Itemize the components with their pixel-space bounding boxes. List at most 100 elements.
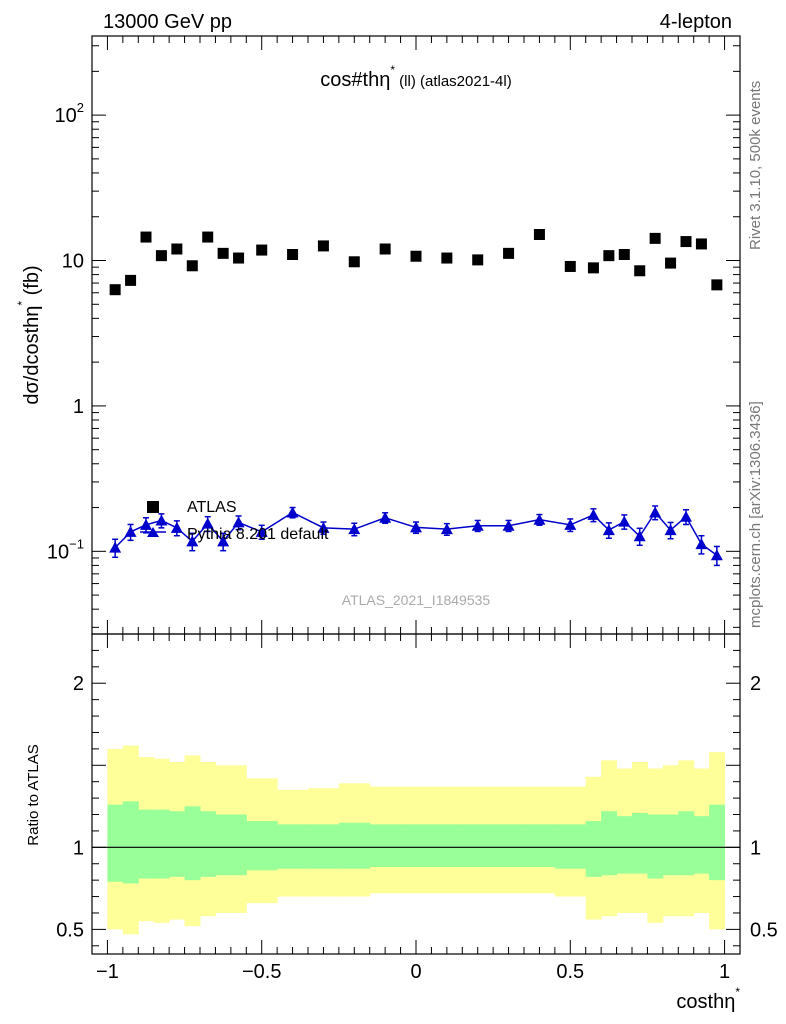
legend: ATLAS Pythia 8.201 default <box>140 499 329 543</box>
ratio-band-statistical <box>601 811 618 876</box>
atlas-data-point <box>680 236 692 248</box>
pythia-data-point <box>124 525 137 537</box>
legend-pythia-label: Pythia 8.201 default <box>187 526 329 543</box>
pythia-data-point <box>410 521 422 533</box>
pythia-data-point <box>201 517 214 529</box>
atlas-data-point <box>603 250 615 262</box>
ratio-band-statistical <box>554 824 587 869</box>
pythia-data-point <box>502 519 515 531</box>
ratio-bands <box>107 745 726 935</box>
atlas-data-point <box>410 250 422 262</box>
pythia-data-point <box>317 521 330 533</box>
pythia-data-point <box>633 530 646 542</box>
ratio-y-tick-label-right: 0.5 <box>750 919 778 941</box>
ratio-panel: 2 2 1 1 0.5 0.5 −1 −0.5 0 0.5 1 Ratio to ATLAS co… <box>25 633 778 1013</box>
pythia-data-point <box>533 513 546 525</box>
ratio-y-tick-label-left: 1 <box>73 837 84 859</box>
ratio-band-statistical <box>308 824 340 869</box>
atlas-data-point <box>287 248 299 260</box>
ratio-ticks <box>92 633 740 954</box>
atlas-data-point <box>634 265 646 277</box>
main-y-tick-label: 10−1 <box>47 536 84 563</box>
pythia-data-point <box>587 508 600 520</box>
x-tick-label: −0.5 <box>242 961 281 983</box>
rivet-version-label: Rivet 3.1.10, 500k events <box>747 81 764 250</box>
legend-pythia-marker <box>147 527 159 537</box>
ratio-y-axis-label: Ratio to ATLAS <box>25 744 42 845</box>
ratio-band-statistical <box>230 814 247 876</box>
ratio-band-statistical <box>647 814 664 879</box>
analysis-watermark: ATLAS_2021_I1849535 <box>342 592 491 608</box>
atlas-data-point <box>472 254 484 266</box>
legend-atlas-marker <box>147 501 159 513</box>
ratio-band-statistical <box>169 811 186 877</box>
x-tick-label: −1 <box>96 961 119 983</box>
atlas-data-point <box>317 240 329 252</box>
x-tick-label: 1 <box>719 961 730 983</box>
atlas-data-point <box>202 231 214 243</box>
atlas-data-point <box>618 248 630 260</box>
legend-atlas-label: ATLAS <box>187 499 237 516</box>
atlas-data-point <box>711 279 723 291</box>
main-ticks <box>92 36 740 634</box>
ratio-band-statistical <box>369 824 402 868</box>
ratio-band-statistical <box>246 821 278 871</box>
atlas-data-point <box>665 257 677 269</box>
atlas-data-point <box>695 238 707 250</box>
ratio-band-statistical <box>153 809 170 879</box>
header-energy-label: 13000 GeV pp <box>103 11 232 33</box>
atlas-data-point <box>587 262 599 274</box>
pythia-data-point <box>348 523 361 535</box>
pythia-data-point <box>217 535 230 547</box>
ratio-y-tick-label-left: 2 <box>73 673 84 695</box>
pythia-data-point <box>186 535 199 547</box>
pythia-data-point <box>710 549 723 561</box>
x-tick-label: 0.5 <box>556 961 584 983</box>
ratio-band-statistical <box>709 804 726 881</box>
ratio-band-statistical <box>400 824 432 868</box>
main-y-axis-label: dσ/dcosthη* (fb) <box>15 265 43 404</box>
atlas-data-point <box>564 260 576 272</box>
atlas-data-point <box>533 228 545 240</box>
pythia-data-point <box>286 506 299 518</box>
atlas-data-point <box>256 244 268 256</box>
main-y-tick-label: 1 <box>73 396 84 418</box>
pythia-data-point <box>232 516 245 528</box>
ratio-band-statistical <box>493 824 525 868</box>
ratio-band-statistical <box>585 821 602 877</box>
ratio-band-statistical <box>122 801 139 884</box>
main-plot-title: cos#thη* (ll) (atlas2021-4l) <box>320 63 511 91</box>
atlas-data-point <box>155 250 167 262</box>
atlas-data-point <box>186 260 198 272</box>
ratio-x-tick-labels: −1 −0.5 0 0.5 1 <box>96 961 730 983</box>
pythia-data-point <box>695 538 708 550</box>
ratio-y-tick-label-left: 0.5 <box>56 919 84 941</box>
main-y-tick-label: 102 <box>55 100 84 127</box>
ratio-band-statistical <box>107 804 124 882</box>
ratio-band-statistical <box>200 811 216 877</box>
atlas-data-point <box>379 243 391 255</box>
atlas-data-point <box>171 243 183 255</box>
pythia-data-point <box>109 541 122 553</box>
pythia-data-point <box>440 523 453 535</box>
ratio-band-statistical <box>616 816 633 874</box>
atlas-data-point <box>125 274 137 286</box>
atlas-data-point <box>109 284 121 296</box>
ratio-band-statistical <box>215 814 232 876</box>
main-y-tick-label: 10 <box>62 251 84 273</box>
atlas-data-point <box>140 231 152 243</box>
atlas-data-point <box>348 256 360 268</box>
ratio-band-statistical <box>184 806 201 881</box>
atlas-data-point <box>503 247 515 259</box>
ratio-band-statistical <box>462 824 494 868</box>
ratio-band-statistical <box>662 814 679 876</box>
pythia-data-point <box>564 518 577 530</box>
pythia-data-point <box>379 511 392 523</box>
header-process-label: 4-lepton <box>660 11 732 33</box>
pythia-data-point <box>140 518 152 530</box>
ratio-band-statistical <box>338 822 371 869</box>
pythia-data-point <box>255 525 268 537</box>
pythia-data-point <box>649 506 662 518</box>
pythia-data-point <box>602 524 615 536</box>
